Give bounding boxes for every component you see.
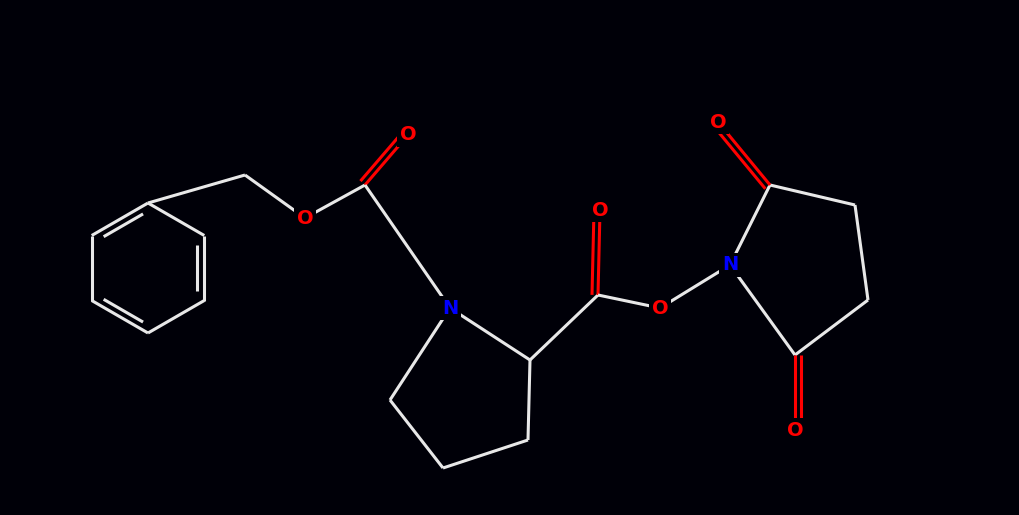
Text: O: O bbox=[592, 200, 608, 219]
Text: O: O bbox=[399, 126, 417, 145]
Text: O: O bbox=[297, 209, 313, 228]
Text: N: N bbox=[721, 255, 738, 274]
Text: N: N bbox=[442, 299, 459, 318]
Text: O: O bbox=[652, 299, 668, 318]
Text: O: O bbox=[787, 421, 803, 439]
Text: O: O bbox=[709, 112, 727, 131]
